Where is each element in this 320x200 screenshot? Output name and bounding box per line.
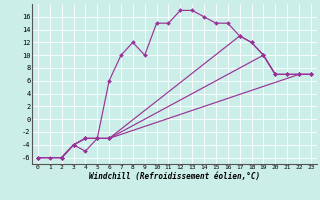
X-axis label: Windchill (Refroidissement éolien,°C): Windchill (Refroidissement éolien,°C) [89, 172, 260, 181]
